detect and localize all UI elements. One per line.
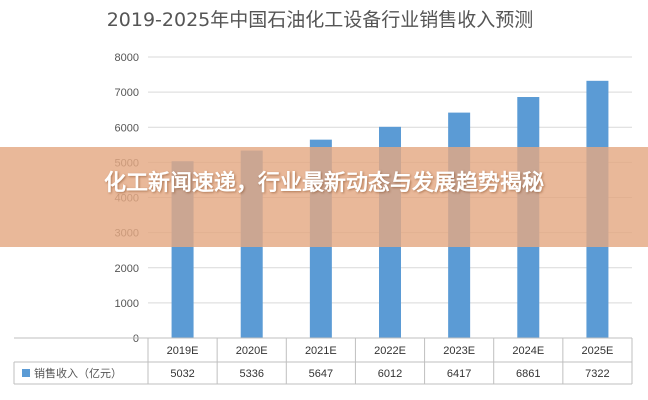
headline-banner [0,147,648,247]
y-tick-label: 0 [133,333,139,345]
category-label: 2023E [443,345,475,357]
category-label: 2025E [582,345,614,357]
legend-label: 销售收入（亿元） [34,366,122,380]
value-label: 6012 [378,368,402,380]
legend-swatch [22,369,30,377]
value-label: 7322 [585,368,609,380]
y-tick-label: 8000 [115,52,139,64]
category-label: 2021E [305,345,337,357]
value-label: 5032 [170,368,194,380]
y-tick-label: 6000 [115,122,139,134]
value-label: 5647 [309,368,333,380]
category-label: 2020E [236,345,268,357]
category-label: 2019E [167,345,199,357]
value-label: 6417 [447,368,471,380]
category-label: 2024E [512,345,544,357]
chart-title: 2019-2025年中国石油化工设备行业销售收入预测 [107,9,534,31]
headline-text: 化工新闻速递，行业最新动态与发展趋势揭秘 [103,171,544,196]
y-tick-label: 7000 [115,87,139,99]
y-tick-label: 1000 [115,298,139,310]
data-table: 销售收入（亿元） 2019E 5032 2020E 5336 2021E 5647 2022E… [13,337,633,385]
y-tick-label: 2000 [115,263,139,275]
value-label: 5336 [239,368,263,380]
category-label: 2022E [374,345,406,357]
value-label: 6861 [516,368,540,380]
